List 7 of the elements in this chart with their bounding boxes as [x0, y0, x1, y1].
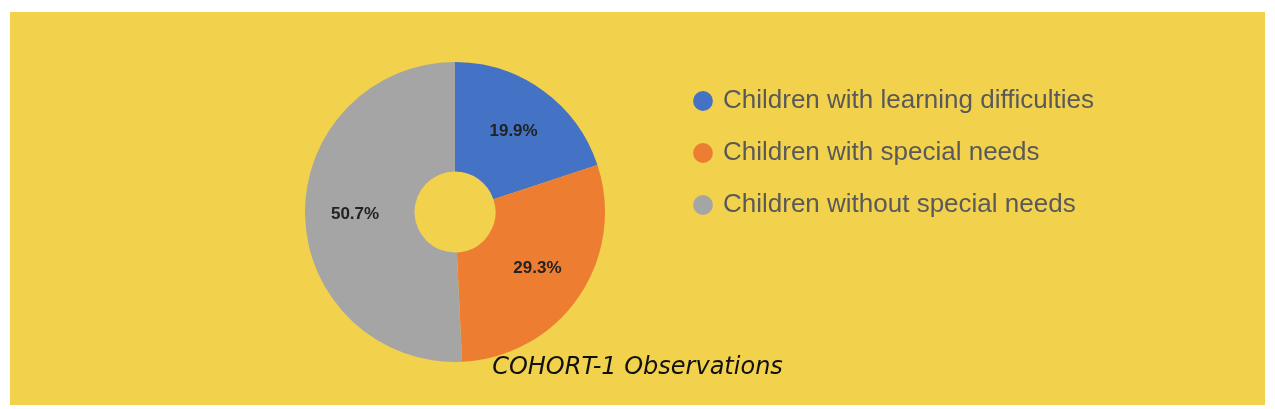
- data-label: 50.7%: [330, 204, 380, 224]
- legend-label: Children with learning difficulties: [723, 84, 1094, 115]
- legend-label: Children with special needs: [723, 136, 1040, 167]
- legend-label: Children without special needs: [723, 188, 1076, 219]
- data-label: 19.9%: [489, 120, 538, 140]
- text: COHORT-1 Observations: [491, 352, 784, 380]
- data-label: 29.3%: [513, 258, 562, 278]
